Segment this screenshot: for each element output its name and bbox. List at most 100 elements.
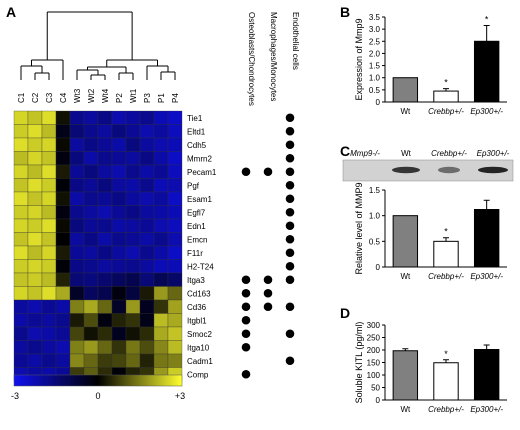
y-tick-label: 3.0 [369, 25, 381, 34]
heatmap-cell [125, 151, 141, 166]
gene-label: Eltd1 [187, 127, 206, 136]
heatmap-cell [97, 326, 113, 341]
marker-dot [285, 221, 295, 231]
heatmap-cell [153, 353, 169, 368]
heatmap-cell [167, 124, 183, 139]
y-tick-label: 250 [367, 334, 381, 343]
y-tick-label: 1.0 [369, 74, 381, 83]
heatmap-cell [111, 205, 127, 220]
heatmap-cell [139, 353, 155, 368]
heatmap-cell [97, 353, 113, 368]
heatmap-cell [139, 164, 155, 179]
marker-dots [241, 113, 295, 379]
gene-label: Cdh5 [187, 141, 207, 150]
y-tick-label: 0.5 [369, 237, 381, 246]
heatmap-cell [97, 299, 113, 314]
heatmap-cell [139, 205, 155, 220]
heatmap-cell [153, 299, 169, 314]
column-label: Wt4 [101, 88, 110, 103]
heatmap-cell [55, 124, 71, 139]
marker-dot [285, 329, 295, 339]
y-axis-label: Relative level of MMP9 [354, 182, 364, 274]
y-tick-label: 100 [367, 371, 381, 380]
heatmap-cell [153, 245, 169, 260]
heatmap-cell [97, 137, 113, 152]
heatmap-cell [153, 151, 169, 166]
gene-label: Itga3 [187, 276, 205, 285]
heatmap-cell [27, 286, 43, 301]
bar [433, 240, 459, 268]
marker-dot [285, 356, 295, 366]
panel-d-letter: D [340, 305, 350, 321]
marker-dot [285, 207, 295, 217]
heatmap-cell [97, 205, 113, 220]
heatmap-cell [167, 340, 183, 355]
heatmap-cell [125, 286, 141, 301]
heatmap-cell [125, 137, 141, 152]
heatmap-cell [153, 124, 169, 139]
heatmap-cell [27, 299, 43, 314]
heatmap-cell [111, 272, 127, 287]
heatmap-cell [69, 191, 85, 206]
heatmap-cell [41, 286, 57, 301]
heatmap-cell [55, 340, 71, 355]
heatmap-cell [83, 245, 99, 260]
gene-label: Itgbl1 [187, 316, 207, 325]
gene-label: Pgf [187, 181, 200, 190]
heatmap-cell [111, 326, 127, 341]
heatmap-cell [125, 218, 141, 233]
x-tick-label: Wt [400, 405, 411, 414]
marker-dot [241, 369, 251, 379]
heatmap-cell [111, 259, 127, 274]
marker-dot [285, 234, 295, 244]
heatmap-cell [167, 313, 183, 328]
heatmap-cell [13, 313, 29, 328]
heatmap-cell [13, 245, 29, 260]
heatmap-cell [27, 164, 43, 179]
bar [433, 362, 459, 401]
significance-star: * [444, 227, 448, 237]
x-tick-label: Ep300+/- [470, 405, 503, 414]
panel-c: C Mmp9-/- Wt Crebbp+/- Ep300+/- 0 0.5 1.0 1.5 R… [340, 143, 514, 281]
heatmap-cell [13, 164, 29, 179]
marker-dot [241, 315, 251, 325]
heatmap-cell [55, 313, 71, 328]
marker-dot [285, 113, 295, 123]
y-tick-label: 1.0 [369, 212, 381, 221]
heatmap-cell [83, 137, 99, 152]
heatmap-cell [139, 313, 155, 328]
panel-b-letter: B [340, 4, 350, 20]
heatmap [13, 110, 183, 382]
column-label: C3 [45, 92, 54, 103]
heatmap-cell [125, 191, 141, 206]
heatmap-cell [55, 259, 71, 274]
gene-label: H2-T24 [187, 262, 214, 271]
heatmap-cell [41, 326, 57, 341]
y-tick-label: 2.5 [369, 37, 381, 46]
heatmap-cell [139, 218, 155, 233]
heatmap-cell [111, 232, 127, 247]
gene-label: Smoc2 [187, 330, 212, 339]
y-axis-label: Expression of Mmp9 [354, 18, 364, 100]
heatmap-cell [153, 326, 169, 341]
heatmap-cell [97, 272, 113, 287]
bar [433, 90, 459, 103]
heatmap-row-labels: Tie1 Eltd1 Cdh5 Mmrn2 Pecam1 Pgf Esam1 Egfl7 Edn… [187, 114, 217, 380]
heatmap-cell [55, 326, 71, 341]
heatmap-cell [97, 259, 113, 274]
column-label: P4 [171, 93, 180, 103]
gene-label: Egfl7 [187, 208, 206, 217]
heatmap-cell [13, 259, 29, 274]
blot-lane-label: Ep300+/- [477, 149, 510, 158]
y-tick-label: 0 [376, 396, 381, 405]
heatmap-cell [27, 151, 43, 166]
column-label: P1 [157, 93, 166, 103]
significance-star: * [444, 349, 448, 359]
panel-a-letter: A [6, 4, 16, 20]
heatmap-cell [83, 218, 99, 233]
heatmap-cell [13, 124, 29, 139]
heatmap-cell [83, 286, 99, 301]
gene-label: Emcn [187, 235, 207, 244]
heatmap-cell [111, 191, 127, 206]
